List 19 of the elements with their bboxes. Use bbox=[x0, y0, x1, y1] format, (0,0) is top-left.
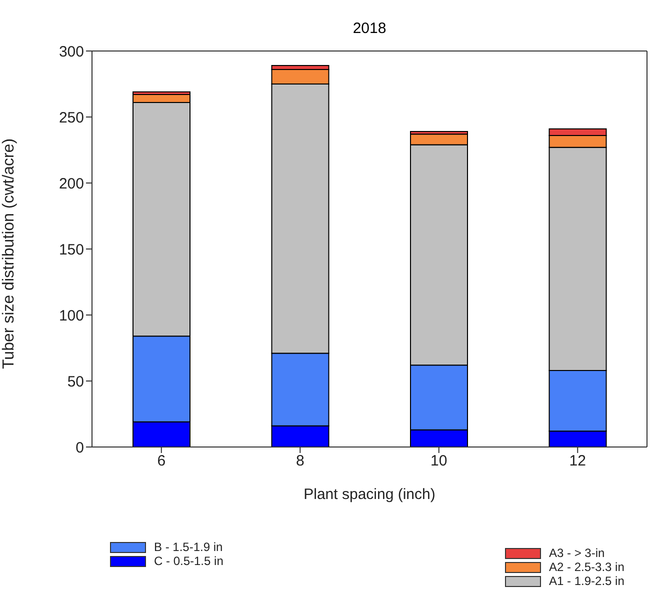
x-tick-label: 8 bbox=[296, 452, 304, 470]
y-tick-label: 300 bbox=[58, 43, 84, 60]
legend-label: C - 0.5-1.5 in bbox=[154, 554, 224, 568]
chart-title: 2018 bbox=[352, 20, 388, 37]
x-tick-label: 10 bbox=[430, 452, 448, 470]
legend-label: A1 - 1.9-2.5 in bbox=[549, 574, 624, 588]
y-tick-label: 0 bbox=[76, 439, 84, 456]
y-tick-label: 100 bbox=[58, 307, 84, 324]
y-tick-label: 150 bbox=[58, 241, 84, 258]
y-tick-label: 200 bbox=[58, 175, 84, 192]
y-axis-title: Tuber size distribution (cwt/acre) bbox=[0, 138, 18, 369]
y-tick-label: 50 bbox=[67, 373, 84, 390]
x-axis-title: Plant spacing (inch) bbox=[304, 486, 436, 503]
legend-label: A3 - > 3-in bbox=[549, 546, 605, 560]
y-tick-label: 250 bbox=[58, 109, 84, 126]
legend-label: A2 - 2.5-3.3 in bbox=[549, 560, 624, 574]
x-tick-label: 6 bbox=[157, 452, 166, 470]
x-tick-label: 12 bbox=[569, 452, 586, 470]
legend-label: B - 1.5-1.9 in bbox=[154, 540, 223, 554]
